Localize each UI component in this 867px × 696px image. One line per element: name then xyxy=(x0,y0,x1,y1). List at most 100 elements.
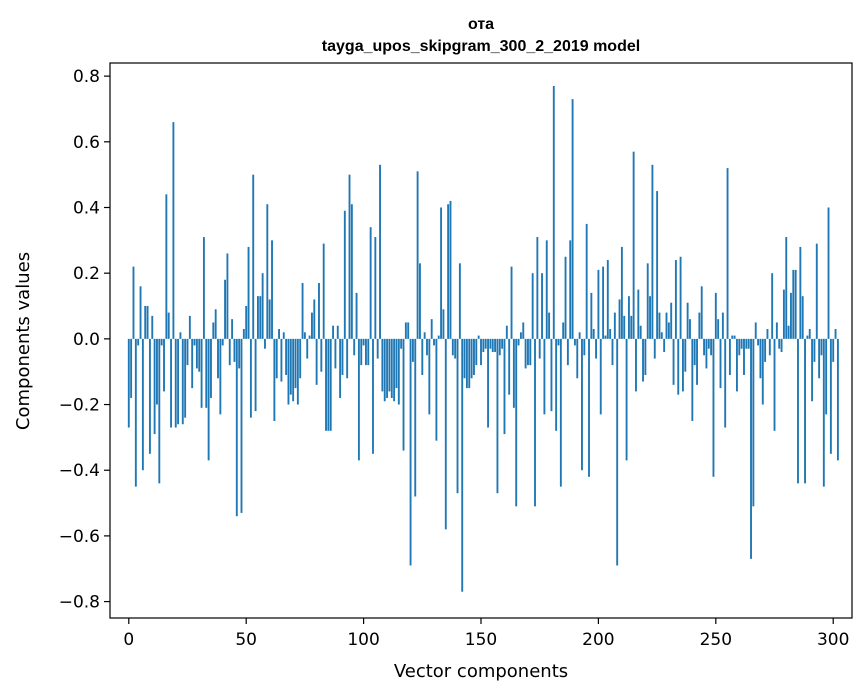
bar-3 xyxy=(134,338,137,487)
bar-6 xyxy=(141,338,144,471)
bar-190 xyxy=(573,338,576,346)
bar-143 xyxy=(463,338,466,379)
bar-202 xyxy=(602,266,605,339)
bar-293 xyxy=(815,243,818,339)
bar-249 xyxy=(712,338,715,477)
bar-265 xyxy=(750,338,752,559)
bar-104 xyxy=(372,338,374,454)
bar-301 xyxy=(834,329,837,339)
bar-116 xyxy=(400,338,403,349)
bar-157 xyxy=(496,338,499,494)
bar-214 xyxy=(630,315,633,339)
bar-270 xyxy=(761,338,764,405)
y-tick-label: 0.0 xyxy=(73,330,100,350)
bar-27 xyxy=(191,338,194,389)
bar-286 xyxy=(799,246,802,339)
bar-162 xyxy=(508,338,511,395)
bar-128 xyxy=(428,338,431,415)
bar-121 xyxy=(411,338,414,362)
bar-76 xyxy=(306,338,309,359)
bar-80 xyxy=(315,338,318,385)
bar-5 xyxy=(139,286,142,339)
bar-178 xyxy=(545,240,548,339)
bar-83 xyxy=(322,243,325,339)
bar-221 xyxy=(646,263,649,339)
bar-92 xyxy=(343,210,346,339)
bar-71 xyxy=(294,338,297,389)
bar-84 xyxy=(325,338,327,431)
bar-35 xyxy=(210,338,212,398)
x-tick-label: 200 xyxy=(582,630,614,650)
bar-278 xyxy=(780,338,783,352)
bar-107 xyxy=(379,164,381,339)
bar-159 xyxy=(501,338,504,349)
bar-212 xyxy=(625,338,628,461)
bar-67 xyxy=(285,338,288,375)
bar-197 xyxy=(590,292,593,339)
bar-93 xyxy=(346,338,349,379)
bar-215 xyxy=(632,151,635,339)
bar-241 xyxy=(693,338,696,366)
bar-125 xyxy=(421,338,424,375)
bar-49 xyxy=(242,329,245,339)
bar-74 xyxy=(301,283,304,339)
bar-70 xyxy=(292,338,295,402)
bar-59 xyxy=(266,204,269,339)
bar-230 xyxy=(667,322,670,339)
bar-232 xyxy=(672,338,675,385)
bar-158 xyxy=(498,338,501,356)
bar-228 xyxy=(663,338,666,352)
bar-166 xyxy=(517,338,520,346)
bar-259 xyxy=(736,338,738,392)
bar-179 xyxy=(548,312,551,339)
bar-275 xyxy=(773,338,776,431)
bar-55 xyxy=(256,296,259,339)
bar-274 xyxy=(771,273,774,339)
bar-210 xyxy=(620,246,623,339)
bar-62 xyxy=(273,338,276,421)
bar-147 xyxy=(473,338,475,375)
y-axis-label: Components values xyxy=(13,252,34,430)
bar-251 xyxy=(717,319,720,339)
bar-64 xyxy=(278,329,280,339)
bar-184 xyxy=(559,338,562,487)
bar-272 xyxy=(766,329,769,339)
bar-25 xyxy=(186,338,189,366)
bar-87 xyxy=(332,325,335,339)
bar-124 xyxy=(419,263,421,339)
bar-262 xyxy=(743,338,745,375)
bar-219 xyxy=(642,338,644,382)
bar-298 xyxy=(827,207,830,339)
bars-group xyxy=(127,85,839,592)
bar-187 xyxy=(566,338,569,366)
bar-173 xyxy=(534,338,536,507)
bar-289 xyxy=(806,335,809,339)
x-axis-label: Vector components xyxy=(394,661,568,682)
bar-17 xyxy=(167,312,170,339)
bar-291 xyxy=(811,338,814,402)
bar-277 xyxy=(778,338,781,349)
bar-186 xyxy=(564,256,567,339)
bar-11 xyxy=(153,338,156,435)
plot-frame xyxy=(109,62,853,619)
bar-13 xyxy=(158,338,161,484)
bar-218 xyxy=(639,325,642,339)
bar-263 xyxy=(745,338,748,349)
bar-73 xyxy=(299,338,302,379)
bar-152 xyxy=(484,338,487,349)
bar-38 xyxy=(217,338,219,379)
x-tick-label: 300 xyxy=(817,630,849,650)
bar-12 xyxy=(156,338,158,405)
bar-213 xyxy=(627,296,630,339)
chart-subtitle: tayga_upos_skipgram_300_2_2019 model xyxy=(322,38,640,55)
y-tick-label: 0.6 xyxy=(73,133,100,153)
bar-26 xyxy=(188,315,191,339)
bar-41 xyxy=(224,279,226,339)
bar-108 xyxy=(381,338,384,392)
bar-96 xyxy=(353,338,356,356)
bar-261 xyxy=(740,338,743,349)
bar-153 xyxy=(487,338,489,428)
bar-191 xyxy=(576,338,579,379)
bar-297 xyxy=(825,338,828,415)
bar-52 xyxy=(249,338,252,418)
